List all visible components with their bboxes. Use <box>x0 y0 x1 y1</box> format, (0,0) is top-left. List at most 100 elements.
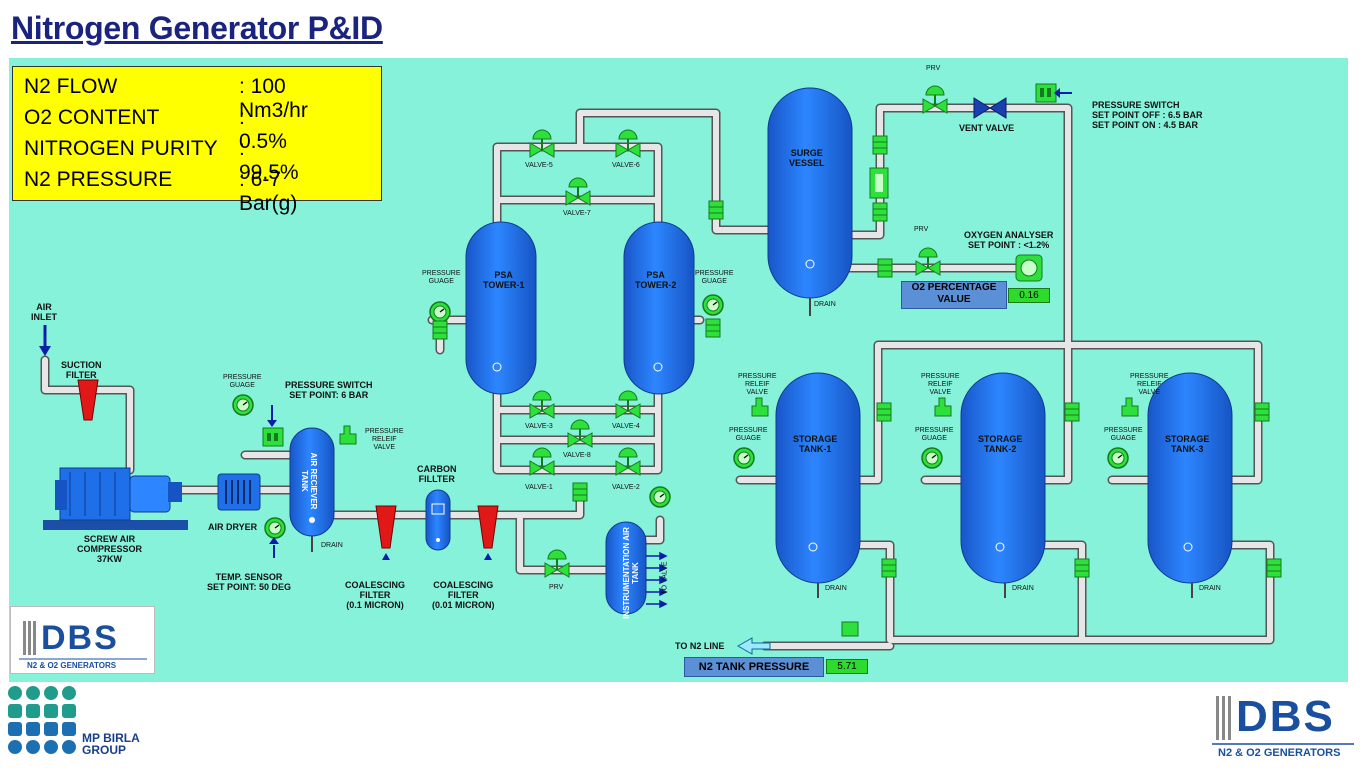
page-title: Nitrogen Generator P&ID <box>11 10 383 46</box>
label-instrumentation-tank: INSTRUMENTATION AIR TANK <box>622 527 640 619</box>
n2-tank-pressure-label: N2 TANK PRESSURE <box>684 657 824 677</box>
label-gauge-psa1: PRESSURE GUAGE <box>422 270 461 285</box>
surge-vessel <box>767 87 853 299</box>
label-pressure-switch-surge: PRESSURE SWITCH SET POINT OFF : 6.5 BAR … <box>1092 100 1203 130</box>
label-valve-3: VALVE-3 <box>525 423 553 430</box>
spec-row-purity: NITROGEN PURITY : 99.5% <box>24 137 299 184</box>
o2-percentage-value: 0.16 <box>1008 288 1050 303</box>
spec-value: : 100 Nm3/hr <box>239 75 308 122</box>
mp-birla-text: MP BIRLA GROUP <box>82 731 140 757</box>
relief-valve-tank1 <box>751 397 769 417</box>
spec-value: : 99.5% <box>239 137 299 184</box>
label-coalescing-1: COALESCING FILTER (0.1 MICRON) <box>345 580 406 610</box>
label-relief-receiver: PRESSURE RELEIF VALVE <box>365 428 404 451</box>
label-pressure-gauge-receiver: PRESSURE GUAGE <box>223 374 262 389</box>
label-prv-o2: PRV <box>914 226 929 233</box>
dbs-logo-large-word: DBS <box>1236 692 1335 741</box>
suction-filter <box>77 379 99 421</box>
spec-value: : 0.5% <box>239 106 287 153</box>
label-to-n2-line: TO N2 LINE <box>675 641 725 651</box>
label-oxygen-analyser: OXYGEN ANALYSER SET POINT : <1.2% <box>964 230 1054 250</box>
dbs-logo-small: DBS N2 & O2 GENERATORS <box>10 606 155 674</box>
n2-tank-pressure-value: 5.71 <box>826 659 868 674</box>
relief-valve-tank2 <box>934 397 952 417</box>
label-valve-6: VALVE-6 <box>612 162 640 169</box>
pid-diagram: AIR INLET SUCTION FILTER SCREW AIR COMPR… <box>9 58 1348 682</box>
label-pressure-switch-receiver: PRESSURE SWITCH SET POINT: 6 BAR <box>285 380 373 400</box>
pressure-gauge-tank3 <box>1107 447 1129 469</box>
dbs-logo-word: DBS <box>41 619 119 657</box>
dbs-logo-large-mark <box>1212 696 1354 745</box>
label-relief-tank3: PRESSURE RELEIF VALVE <box>1130 373 1169 396</box>
psa-tower-1 <box>465 221 537 395</box>
label-valve-5: VALVE-5 <box>525 162 553 169</box>
label-valve-7: VALVE-7 <box>563 210 591 217</box>
spec-value: : 6-7 Bar(g) <box>239 168 298 215</box>
label-valve-2: VALVE-2 <box>612 484 640 491</box>
label-suction-filter: SUCTION FILTER <box>61 360 102 380</box>
label-drain-tank1: DRAIN <box>825 585 847 592</box>
label-storage-2: STORAGE TANK-2 <box>978 434 1023 454</box>
label-prv-surge: PRV <box>926 65 941 72</box>
label-to-valve: TO VALVE <box>661 561 669 595</box>
storage-tank-1 <box>775 372 861 584</box>
pressure-gauge-receiver <box>232 394 254 416</box>
to-n2-line-arrow <box>736 637 771 655</box>
n2-pressure-transmitter <box>841 621 859 637</box>
storage-tank-2 <box>960 372 1046 584</box>
spec-panel: N2 FLOW : 100 Nm3/hr O2 CONTENT: 0.5% NIT… <box>12 66 382 215</box>
mp-birla-mark <box>8 686 76 754</box>
label-gauge-tank2: PRESSURE GUAGE <box>915 427 954 442</box>
dbs-logo-sub: N2 & O2 GENERATORS <box>27 661 117 670</box>
storage-tank-3 <box>1147 372 1233 584</box>
pressure-gauge-psa2 <box>702 294 724 316</box>
label-drain-receiver: DRAIN <box>321 542 343 549</box>
pressure-gauge-tank1 <box>733 447 755 469</box>
label-valve-8: VALVE-8 <box>563 452 591 459</box>
pressure-gauge-psa1 <box>429 301 451 323</box>
label-storage-1: STORAGE TANK-1 <box>793 434 838 454</box>
dbs-logo-mark <box>19 621 147 660</box>
screw-air-compressor <box>43 467 188 530</box>
relief-valve-receiver <box>339 425 357 445</box>
label-gauge-tank3: PRESSURE GUAGE <box>1104 427 1143 442</box>
label-air-dryer: AIR DRYER <box>208 522 258 532</box>
label-air-receiver: AIR RECIEVER TANK <box>300 452 318 510</box>
label-temp-sensor: TEMP. SENSOR SET POINT: 50 DEG <box>207 572 292 592</box>
label-valve-4: VALVE-4 <box>612 423 640 430</box>
spec-label: N2 PRESSURE <box>24 168 173 191</box>
label-gauge-tank1: PRESSURE GUAGE <box>729 427 768 442</box>
coalescing-filter-2 <box>477 505 499 549</box>
label-psa-1: PSA TOWER-1 <box>483 270 525 290</box>
label-air-inlet: AIR INLET <box>31 302 57 322</box>
spec-row-o2-content: O2 CONTENT: 0.5% <box>24 106 287 153</box>
label-drain-tank2: DRAIN <box>1012 585 1034 592</box>
label-carbon-filter: CARBON FILLTER <box>417 464 457 484</box>
pressure-switch-surge <box>1035 83 1057 103</box>
dbs-logo-large-sub: N2 & O2 GENERATORS <box>1218 747 1341 759</box>
dbs-logo-large: DBS N2 & O2 GENERATORS <box>1208 688 1358 762</box>
label-relief-tank2: PRESSURE RELEIF VALVE <box>921 373 960 396</box>
label-coalescing-2: COALESCING FILTER (0.01 MICRON) <box>432 580 495 610</box>
mp-birla-logo: MP BIRLA GROUP <box>8 686 168 762</box>
pressure-gauge-instrument <box>649 486 671 508</box>
temp-sensor-icon <box>264 517 286 539</box>
spec-label: NITROGEN PURITY <box>24 137 218 160</box>
label-relief-tank1: PRESSURE RELEIF VALVE <box>738 373 777 396</box>
label-gauge-psa2: PRESSURE GUAGE <box>695 270 734 285</box>
label-valve-1: VALVE-1 <box>525 484 553 491</box>
pressure-gauge-tank2 <box>921 447 943 469</box>
o2-percentage-label: O2 PERCENTAGE VALUE <box>901 281 1007 309</box>
psa-tower-2 <box>623 221 695 395</box>
label-drain-tank3: DRAIN <box>1199 585 1221 592</box>
coalescing-filter-1 <box>375 505 397 549</box>
spec-label: N2 FLOW <box>24 75 118 98</box>
label-compressor: SCREW AIR COMPRESSOR 37KW <box>77 534 143 564</box>
label-psa-2: PSA TOWER-2 <box>635 270 677 290</box>
spec-row-n2-flow: N2 FLOW : 100 Nm3/hr <box>24 75 308 122</box>
pid-drawing <box>39 83 1282 655</box>
label-drain-surge: DRAIN <box>814 301 836 308</box>
vent-valve-icon <box>973 97 1007 119</box>
label-vent-valve: VENT VALVE <box>959 123 1015 133</box>
spec-row-pressure: N2 PRESSURE : 6-7 Bar(g) <box>24 168 297 215</box>
